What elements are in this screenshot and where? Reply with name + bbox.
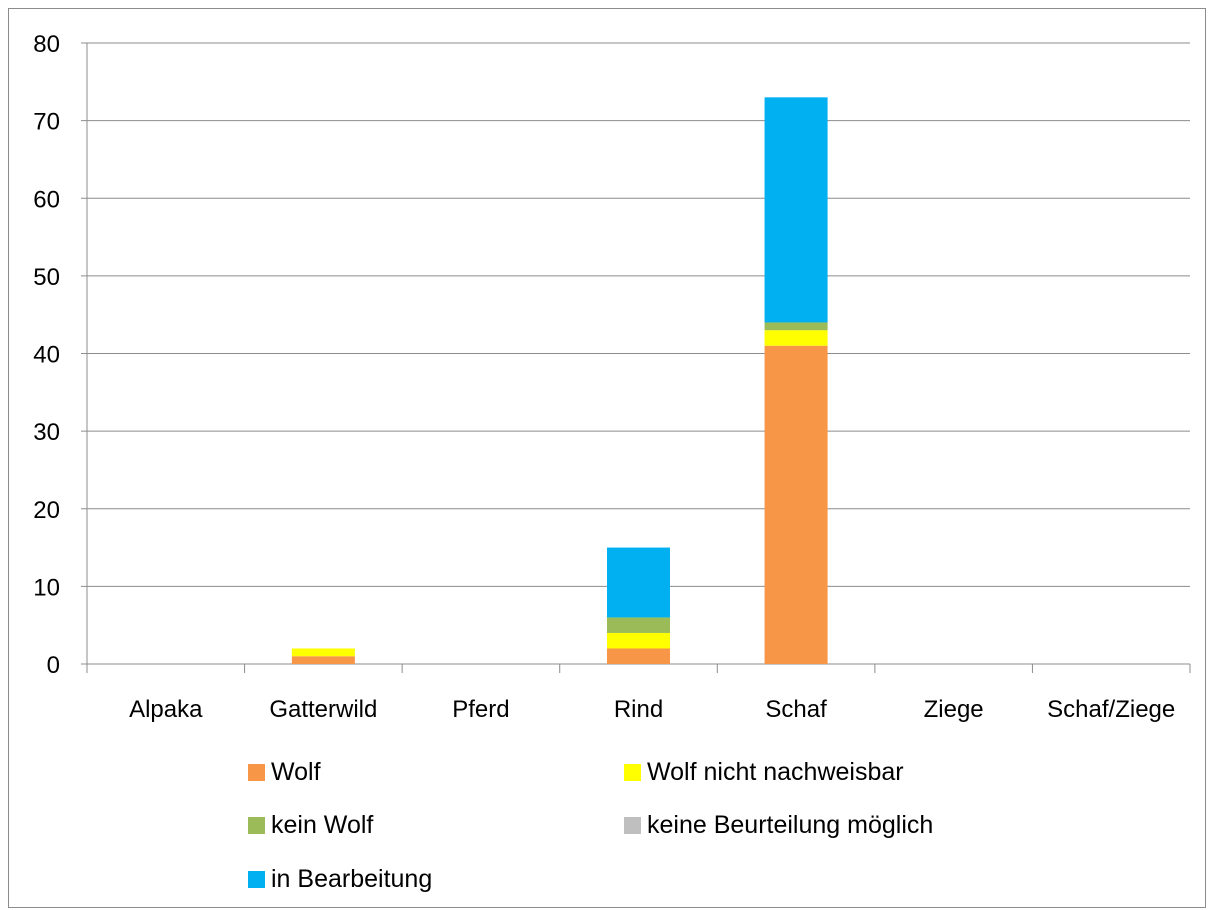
tick-labels: 0 10 20 30 40 50 60 70 80 Alpaka Gatterwild Pferd Ri… [33,31,1175,723]
bar-rind-series-1[interactable] [606,632,671,649]
bar-gatterwild-series-1[interactable] [291,648,355,657]
x-tick-label-ziege: Ziege [924,696,984,723]
bar-schaf-series-4[interactable] [764,97,828,323]
y-tick-label-0: 0 [47,652,60,679]
y-tick-label-20: 20 [33,497,60,524]
bar-schaf-series-0[interactable] [764,345,828,664]
x-tick-label-rind: Rind [614,696,663,723]
y-tick-label-60: 60 [33,186,60,213]
x-tick-label-alpaka: Alpaka [129,696,203,723]
bar-schaf-series-2[interactable] [764,322,828,331]
y-tick-label-50: 50 [33,264,60,291]
bar-rind-series-2[interactable] [606,617,671,633]
y-tick-label-80: 80 [33,31,60,58]
x-tick-label-schaf-ziege: Schaf/Ziege [1047,696,1175,723]
bar-gatterwild-series-0[interactable] [291,656,355,664]
x-tick-label-pferd: Pferd [452,696,509,723]
gridlines [87,42,1190,587]
bar-rind-series-0[interactable] [606,648,671,664]
y-tick-label-70: 70 [33,109,60,136]
chart-area [8,8,1206,908]
bar-schaf-series-1[interactable] [764,330,828,346]
y-tick-label-30: 30 [33,419,60,446]
y-tick-label-40: 40 [33,342,60,369]
bar-rind-series-4[interactable] [606,547,671,618]
y-tick-label-10: 10 [33,574,60,601]
x-tick-label-gatterwild: Gatterwild [269,696,377,723]
x-tick-label-schaf: Schaf [765,696,827,723]
bars [291,97,828,664]
